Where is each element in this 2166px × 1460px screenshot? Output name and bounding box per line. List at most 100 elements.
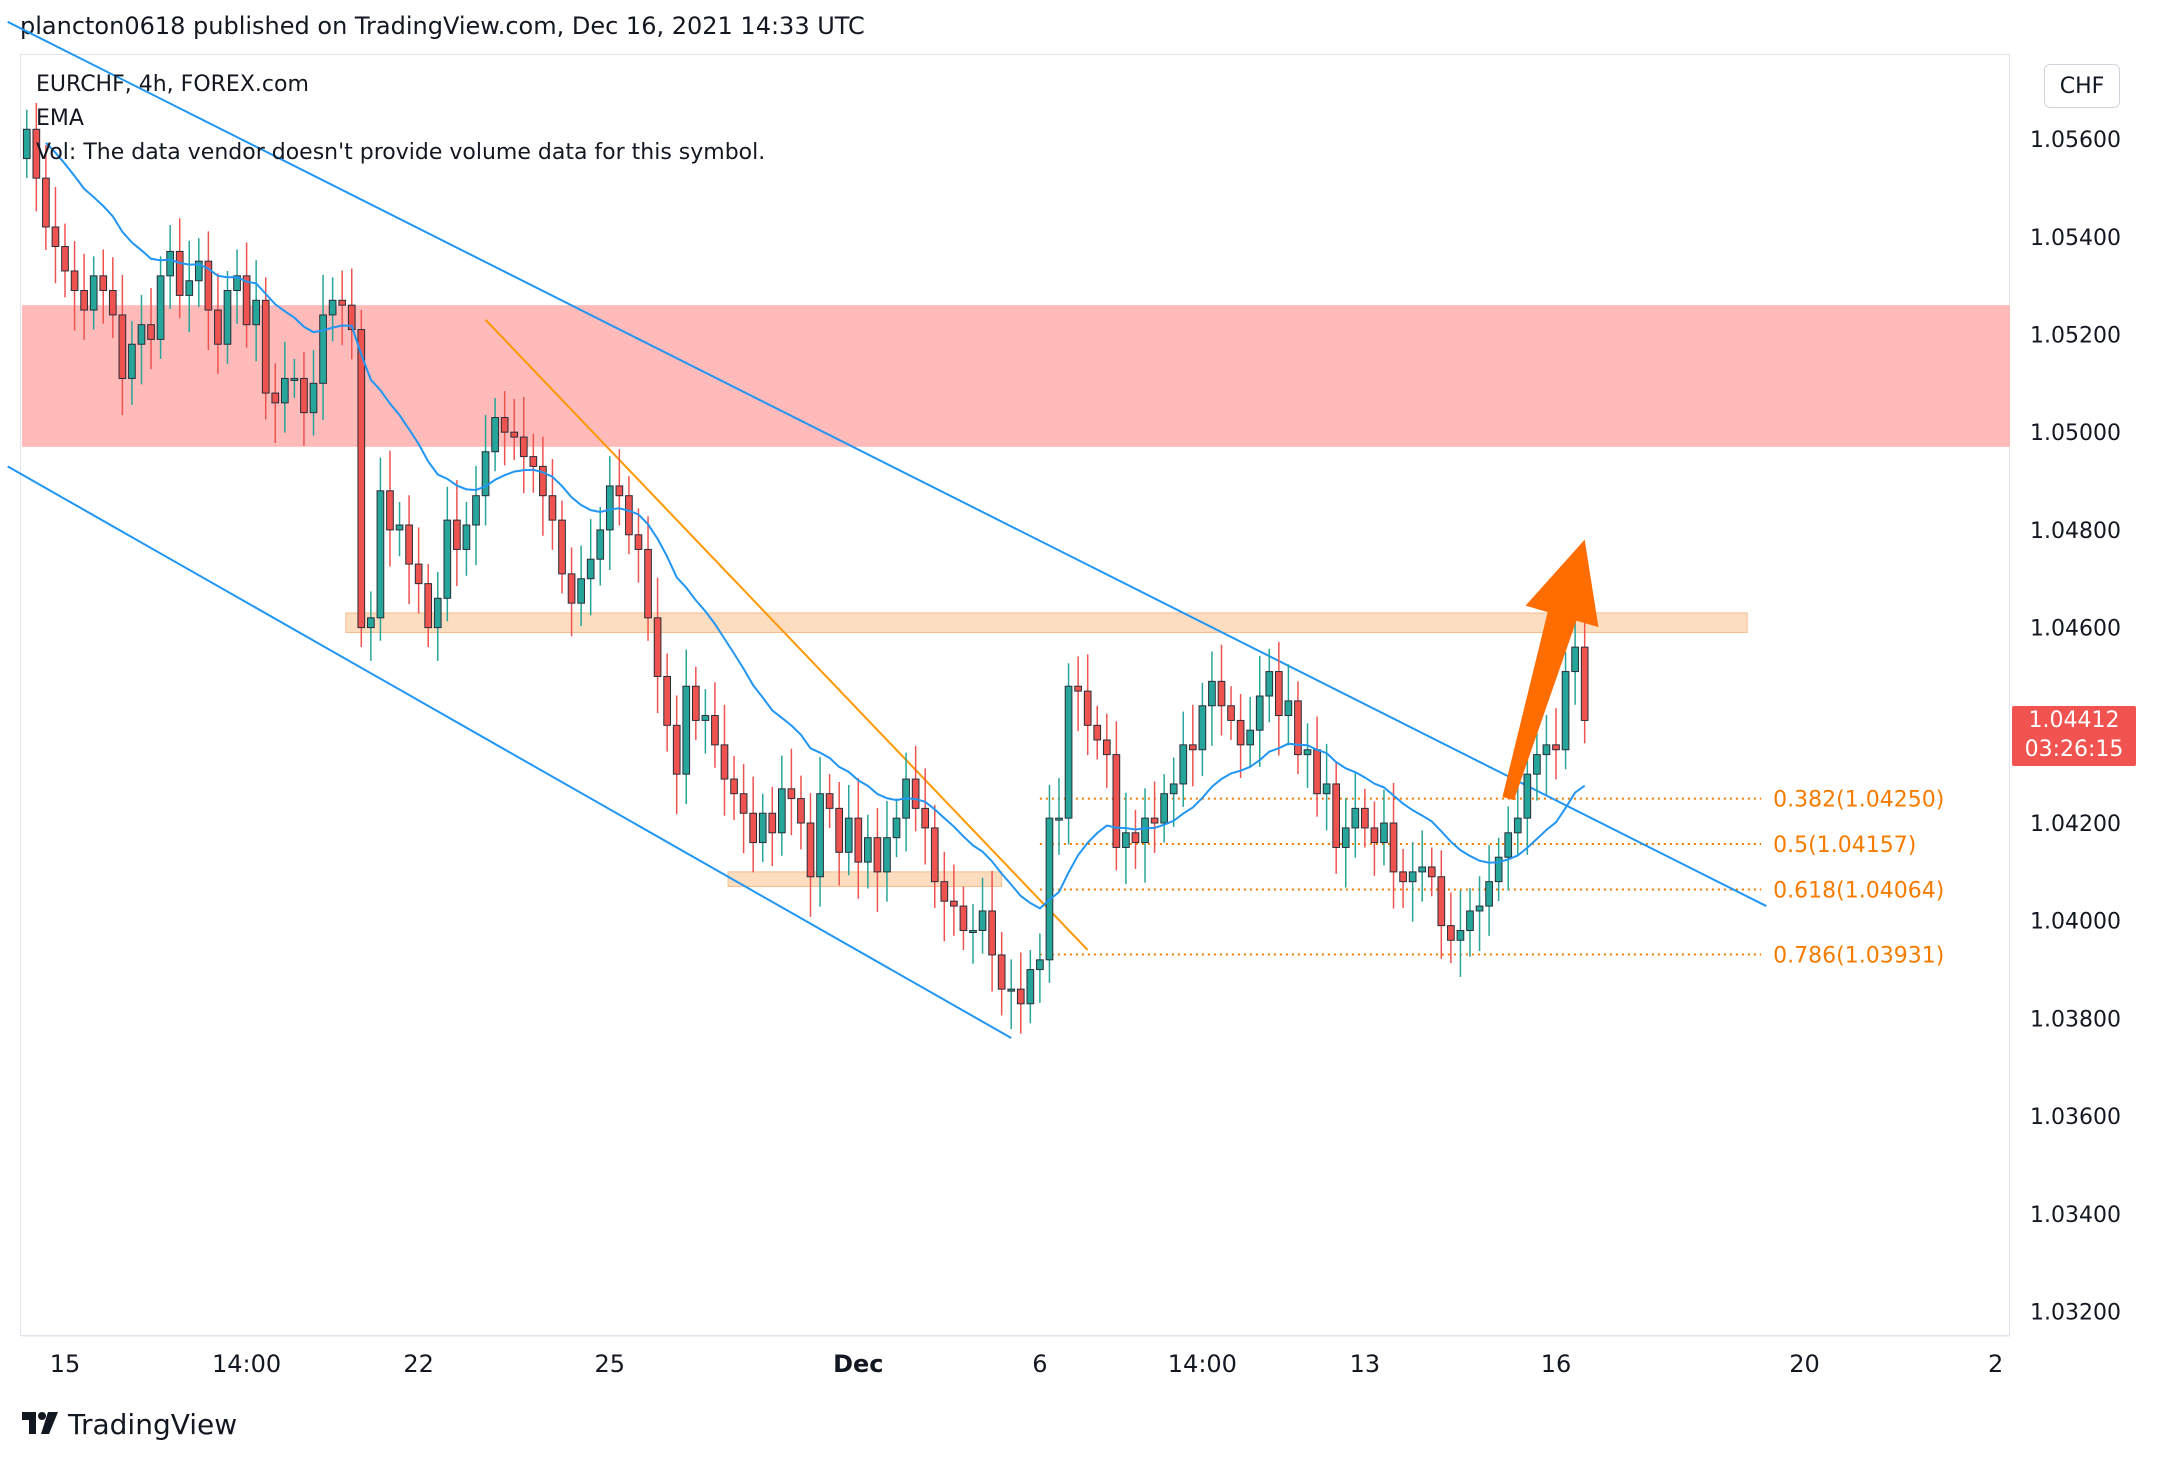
candle-body bbox=[1552, 744, 1560, 751]
candle bbox=[1083, 654, 1092, 756]
candle bbox=[1284, 664, 1293, 746]
candle bbox=[147, 288, 155, 370]
tradingview-footer[interactable]: TradingView bbox=[22, 1408, 237, 1441]
candle-body bbox=[166, 250, 174, 277]
candle-body bbox=[529, 456, 538, 467]
candle bbox=[950, 864, 958, 936]
candle-body bbox=[1236, 719, 1245, 746]
candle bbox=[1141, 788, 1149, 883]
candle-body bbox=[204, 260, 213, 311]
candle-body bbox=[825, 793, 834, 809]
candle bbox=[472, 465, 480, 566]
candle bbox=[386, 450, 394, 567]
candle bbox=[1255, 655, 1264, 767]
candle-body bbox=[1083, 690, 1092, 726]
candle bbox=[42, 144, 50, 250]
candle bbox=[194, 238, 203, 308]
candle bbox=[118, 274, 127, 416]
candle bbox=[108, 257, 117, 338]
candle bbox=[242, 242, 251, 348]
candle-body bbox=[70, 270, 79, 292]
candle-body bbox=[1475, 905, 1484, 912]
candle-body bbox=[491, 417, 499, 453]
candle bbox=[1485, 845, 1493, 936]
last-price-value: 1.04412 bbox=[2028, 708, 2120, 733]
candle-body bbox=[405, 524, 413, 565]
candle bbox=[634, 508, 643, 583]
candle bbox=[577, 545, 585, 627]
candle bbox=[1217, 644, 1226, 736]
candle-body bbox=[1533, 754, 1541, 775]
candle-body bbox=[1217, 680, 1226, 707]
candle-body bbox=[672, 724, 681, 775]
candle-body bbox=[539, 465, 547, 497]
candle-body bbox=[711, 715, 719, 746]
candle bbox=[806, 793, 815, 917]
candle bbox=[137, 294, 146, 385]
candle-body bbox=[1380, 822, 1388, 844]
candle bbox=[691, 666, 700, 740]
candle-body bbox=[185, 280, 194, 296]
candle bbox=[1122, 792, 1130, 885]
candle-body bbox=[309, 382, 318, 414]
candle bbox=[1236, 694, 1245, 779]
currency-button[interactable]: CHF bbox=[2044, 64, 2120, 108]
candle bbox=[1389, 782, 1398, 909]
candle bbox=[529, 433, 538, 493]
candle-body bbox=[519, 436, 528, 458]
bullish-arrow bbox=[1502, 539, 1599, 801]
candle-body bbox=[1064, 685, 1073, 819]
candle-body bbox=[128, 343, 136, 379]
candle-body bbox=[261, 299, 270, 394]
candle-body bbox=[720, 744, 729, 780]
candle bbox=[347, 268, 356, 360]
candle bbox=[701, 689, 710, 754]
y-tick-label: 1.04800 bbox=[2030, 519, 2121, 544]
candle-body bbox=[328, 299, 337, 316]
candle-body bbox=[1208, 680, 1216, 707]
candle-body bbox=[510, 431, 519, 438]
candle-body bbox=[758, 812, 767, 844]
tradingview-logo-icon bbox=[22, 1408, 58, 1441]
candle-body bbox=[99, 275, 108, 292]
candle-body bbox=[271, 392, 280, 404]
candle-body bbox=[1408, 871, 1417, 883]
candle-body bbox=[997, 954, 1006, 990]
candle-body bbox=[883, 837, 891, 873]
legend-volume[interactable]: Vol: The data vendor doesn't provide vol… bbox=[36, 140, 766, 165]
legend-ema[interactable]: EMA bbox=[36, 106, 84, 131]
candle bbox=[1380, 789, 1388, 866]
candle bbox=[720, 704, 729, 816]
y-tick-label: 1.03200 bbox=[2030, 1301, 2121, 1326]
candle bbox=[1351, 771, 1360, 858]
candle bbox=[166, 225, 174, 310]
candle-body bbox=[1188, 744, 1197, 751]
bar-countdown: 03:26:15 bbox=[2024, 737, 2124, 762]
candle-body bbox=[844, 817, 853, 853]
legend-symbol[interactable]: EURCHF, 4h, FOREX.com bbox=[36, 72, 309, 97]
candle bbox=[768, 786, 777, 867]
candle bbox=[539, 436, 547, 536]
candle-body bbox=[252, 299, 261, 326]
candle-body bbox=[1255, 695, 1264, 731]
candle-body bbox=[481, 451, 490, 497]
candle bbox=[1016, 952, 1025, 1034]
candle bbox=[1341, 798, 1350, 888]
candle-body bbox=[1160, 793, 1168, 824]
candle-body bbox=[424, 583, 433, 629]
y-tick-label: 1.03800 bbox=[2030, 1007, 2121, 1032]
footer-brand: TradingView bbox=[68, 1408, 238, 1441]
candle-body bbox=[194, 260, 203, 282]
candle bbox=[940, 851, 949, 942]
candle bbox=[1427, 847, 1436, 897]
arrow-layer bbox=[1502, 539, 1599, 801]
candle bbox=[558, 500, 566, 594]
candle-body bbox=[1246, 729, 1255, 746]
candle-body bbox=[1571, 646, 1579, 673]
candle-body bbox=[577, 578, 585, 604]
y-tick-label: 1.03600 bbox=[2030, 1105, 2121, 1130]
candle-body bbox=[567, 573, 576, 604]
candle bbox=[978, 877, 987, 954]
candle bbox=[319, 274, 327, 420]
